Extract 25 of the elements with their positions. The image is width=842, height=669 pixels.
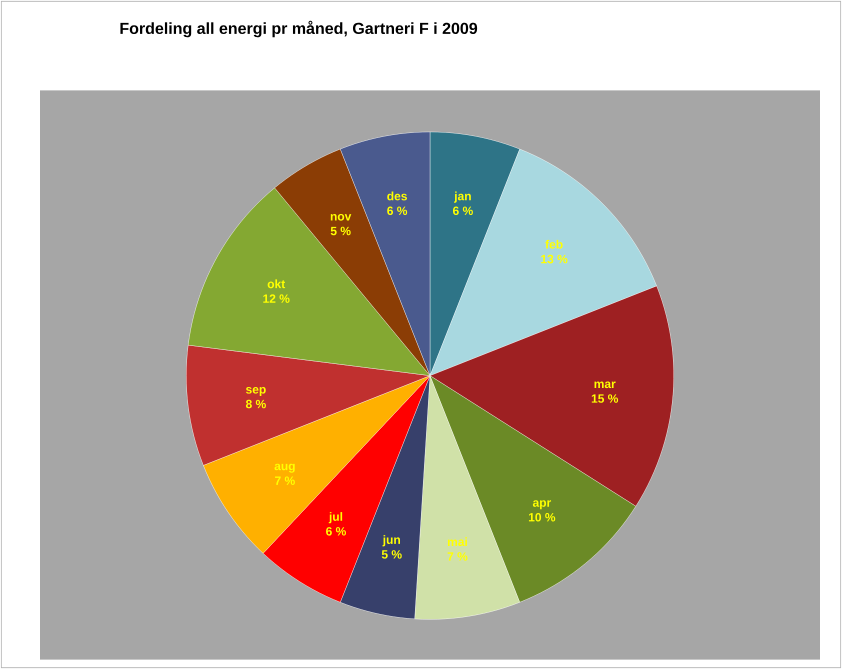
slice-label: mar	[594, 382, 616, 388]
data-label: 5 %	[330, 226, 351, 236]
data-label: 5 %	[382, 550, 402, 559]
data-label: 6 %	[387, 206, 408, 216]
slice-label: nov	[330, 214, 352, 221]
slice-label: sep	[246, 387, 266, 396]
data-label: 12 %	[263, 294, 290, 303]
data-label: 7 %	[448, 552, 468, 561]
chart-title: Fordeling all energi pr måned, Gartneri F i 2009	[120, 20, 478, 38]
slice-label: okt	[268, 279, 286, 288]
slice-label: apr	[532, 500, 552, 510]
slice-label: mai	[448, 537, 467, 546]
data-label: 10 %	[528, 513, 556, 522]
slice-label: des	[387, 192, 407, 200]
slice-label: aug	[274, 464, 295, 473]
slice-label: jul	[328, 512, 342, 524]
data-label: 7 %	[275, 476, 295, 485]
data-label: 13 %	[541, 254, 568, 264]
data-label: 6 %	[452, 206, 473, 216]
data-label: 6 %	[326, 527, 346, 536]
data-label: 8 %	[246, 400, 266, 408]
slice-label: jun	[382, 535, 400, 546]
data-label: 15 %	[592, 394, 618, 403]
slice-label: jan	[454, 192, 471, 203]
slice-label: feb	[545, 240, 563, 249]
